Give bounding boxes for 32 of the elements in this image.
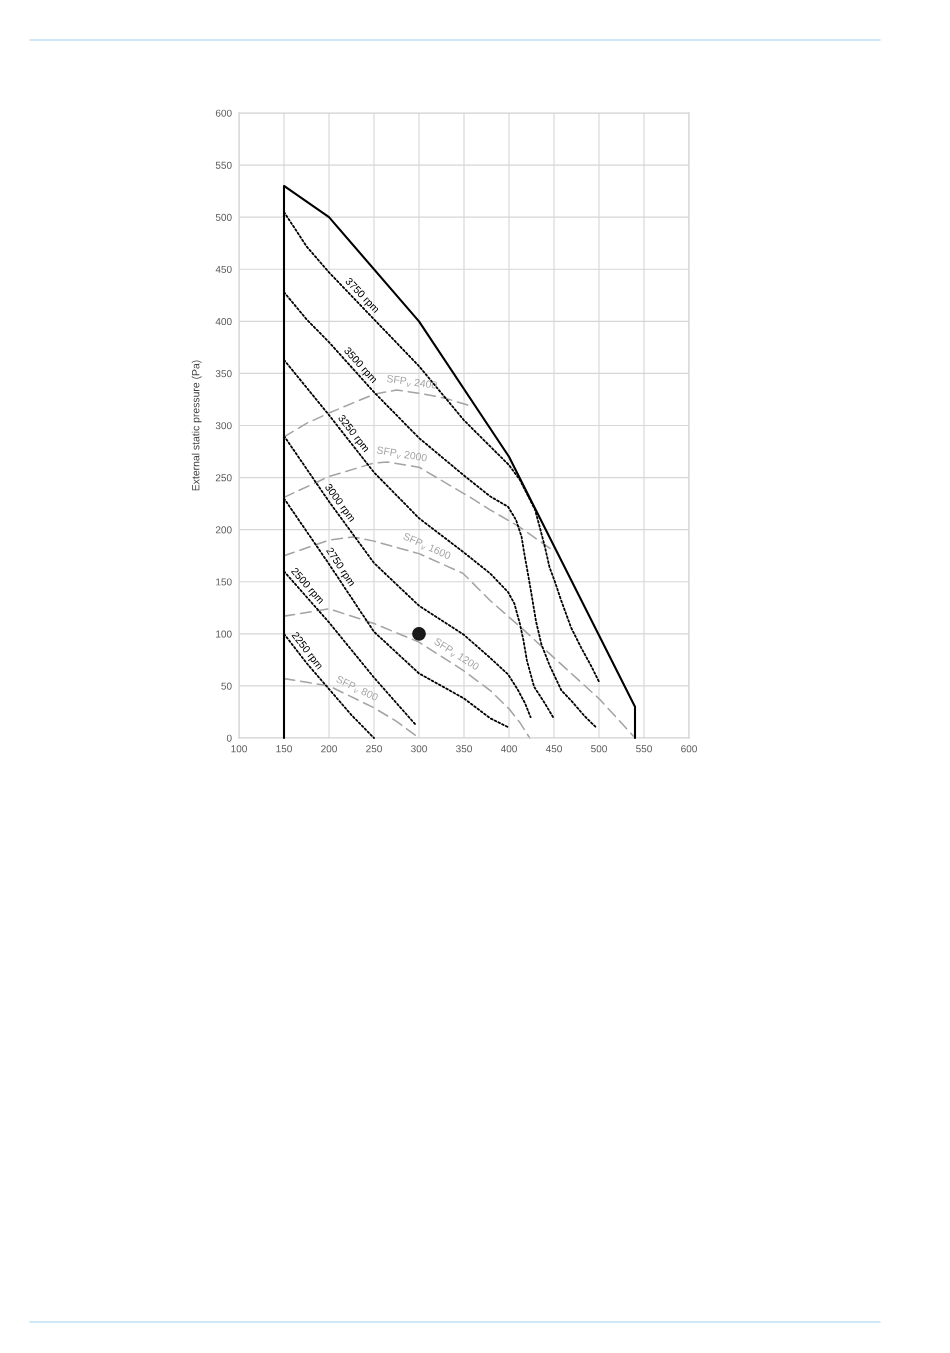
y-axis-title: External static pressure (Pa) — [191, 360, 202, 491]
y-tick-label: 500 — [215, 213, 232, 221]
y-tick-label: 350 — [215, 370, 232, 378]
y-tick-label: 250 — [215, 474, 232, 482]
line-series — [282, 184, 637, 740]
line-series — [283, 608, 531, 739]
x-tick-label: 200 — [321, 745, 337, 753]
x-tick-label: 150 — [276, 745, 292, 753]
x-tick-label: 100 — [231, 745, 247, 753]
text: SFP$_{v}$ 800 — [334, 675, 379, 703]
text: SFP$_{v}$ 2400 — [386, 374, 438, 391]
y-tick-label: 150 — [216, 578, 232, 586]
y-tick-label: 450 — [215, 265, 232, 273]
x-tick-label: 550 — [636, 745, 652, 753]
text: SFP$_{v}$ 1200 — [432, 637, 480, 672]
text: SFP$_{v}$ 1600 — [401, 532, 452, 562]
y-tick-label: 600 — [215, 109, 232, 117]
x-tick-label: 500 — [591, 745, 607, 753]
x-tick-label: 400 — [500, 745, 517, 753]
y-tick-label: 50 — [221, 682, 232, 690]
y-tick-label: 200 — [215, 526, 232, 534]
x-tick-label: 450 — [545, 745, 562, 753]
text: SFP$_{v}$ 2000 — [376, 446, 428, 464]
y-tick-label: 100 — [216, 630, 232, 638]
y-tick-label: 0 — [226, 734, 232, 742]
y-tick-label: 550 — [215, 161, 232, 169]
x-tick-label: 600 — [681, 745, 697, 753]
x-tick-label: 300 — [411, 745, 427, 753]
y-tick-label: 300 — [215, 422, 232, 430]
x-tick-label: 350 — [456, 745, 472, 753]
y-tick-label: 400 — [215, 317, 232, 326]
x-tick-label: 250 — [366, 745, 382, 753]
